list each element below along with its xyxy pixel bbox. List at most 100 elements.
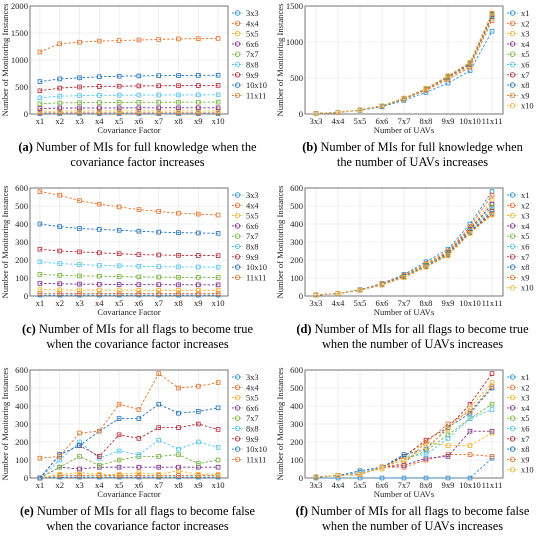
data-point — [335, 475, 341, 481]
data-point — [37, 259, 43, 265]
data-point — [176, 108, 181, 114]
x-tick-label: x9 — [194, 116, 203, 126]
data-point — [335, 291, 341, 296]
data-point — [176, 210, 181, 216]
caption-line2: when the covariance factor increases — [46, 519, 229, 533]
data-point — [176, 410, 181, 416]
legend-label: x8 — [521, 263, 529, 272]
data-point — [116, 38, 122, 43]
data-point — [379, 103, 385, 109]
legend-marker — [509, 20, 516, 26]
data-point — [156, 92, 162, 98]
y-tick-label: 1000 — [286, 37, 303, 47]
x-tick-label: x8 — [174, 480, 183, 490]
legend-marker — [234, 192, 241, 198]
data-point — [215, 445, 221, 450]
legend-label: 10x10 — [246, 263, 267, 272]
data-point — [97, 263, 102, 268]
data-point — [77, 287, 82, 293]
data-point — [57, 93, 62, 99]
data-point — [156, 37, 162, 42]
y-tick-label: 400 — [290, 401, 303, 411]
data-point — [57, 273, 62, 278]
legend-label: x9 — [521, 455, 529, 464]
x-tick-label: 11x11 — [482, 480, 503, 490]
data-point — [77, 454, 82, 459]
data-point — [77, 108, 82, 114]
legend-marker — [234, 254, 241, 260]
data-point — [401, 452, 407, 457]
data-point — [215, 275, 221, 280]
caption-tag: (f) — [295, 504, 309, 518]
data-point — [176, 73, 181, 78]
legend-label: x10 — [521, 284, 534, 293]
data-point — [97, 105, 102, 111]
legend-label: 3x3 — [246, 373, 259, 382]
data-point — [195, 439, 201, 445]
legend-label: 6x6 — [246, 222, 259, 231]
data-point — [423, 452, 429, 457]
legend-label: x6 — [521, 243, 529, 252]
y-tick-label: 500 — [290, 383, 303, 393]
series-line — [315, 387, 493, 478]
legend-marker — [509, 102, 516, 109]
data-point — [215, 212, 221, 218]
y-tick-label: 200 — [290, 437, 303, 447]
legend-marker — [234, 82, 241, 88]
y-tick-label: 600 — [15, 183, 28, 193]
series-line — [39, 403, 219, 479]
legend-label: x7 — [521, 71, 529, 80]
data-point — [156, 264, 162, 269]
x-tick-label: x10 — [212, 480, 225, 490]
legend-label: 11x11 — [246, 455, 266, 464]
data-point — [37, 221, 43, 227]
data-point — [97, 287, 102, 293]
x-tick-label: 3x3 — [310, 116, 323, 126]
data-point — [37, 88, 43, 94]
data-point — [156, 73, 162, 78]
data-point — [136, 282, 142, 287]
panel-b: 0 500 1000 1500 3x3 4x4 5x5 6x6 7x7 8x8 9x9 10x10 11… — [275, 0, 550, 181]
data-point — [57, 76, 62, 82]
data-point — [156, 291, 162, 296]
x-tick-label: 4x4 — [332, 116, 346, 126]
data-point — [215, 287, 221, 293]
caption-d: (d) Number of MIs for all flags to becom… — [275, 322, 550, 352]
data-point — [116, 263, 122, 269]
data-point — [467, 60, 473, 65]
caption-b: (b) Number of MIs for full knowledge whe… — [275, 140, 550, 170]
caption-line1: Number of MIs for full knowledge when th… — [35, 140, 257, 154]
legend-label: 9x9 — [246, 435, 259, 444]
legend-marker — [234, 456, 241, 463]
x-tick-label: 7x7 — [398, 116, 412, 126]
series-line — [39, 248, 219, 257]
x-tick-label: x6 — [135, 480, 144, 490]
data-point — [313, 474, 319, 480]
data-point — [136, 416, 142, 421]
legend-label: 7x7 — [246, 232, 259, 241]
data-point — [77, 84, 82, 90]
data-point — [215, 264, 221, 270]
x-tick-label: x3 — [75, 298, 84, 308]
legend-marker — [234, 274, 241, 281]
series-line — [39, 282, 219, 286]
data-point — [37, 281, 43, 286]
data-point — [195, 461, 201, 466]
series-line — [39, 101, 219, 105]
data-point — [77, 249, 82, 255]
y-tick-label: 600 — [290, 365, 303, 375]
data-point — [116, 282, 122, 287]
y-tick-label: 100 — [290, 455, 303, 465]
legend-label: x5 — [521, 232, 529, 241]
legend-label: 8x8 — [246, 61, 259, 70]
data-point — [401, 275, 407, 280]
y-tick-label: 500 — [290, 73, 303, 83]
legend-label: x8 — [521, 445, 529, 454]
series-line — [315, 18, 493, 115]
x-axis-label: Covariance Factor — [97, 307, 160, 317]
y-tick-label: 200 — [290, 255, 303, 265]
legend-marker — [234, 61, 241, 68]
y-tick-label: 500 — [15, 201, 28, 211]
data-point — [97, 100, 102, 105]
chart-d: 0 100 200 300 400 500 600 3x3 4x4 5x5 6x6 7x7 8x8 9x9… — [275, 183, 534, 317]
